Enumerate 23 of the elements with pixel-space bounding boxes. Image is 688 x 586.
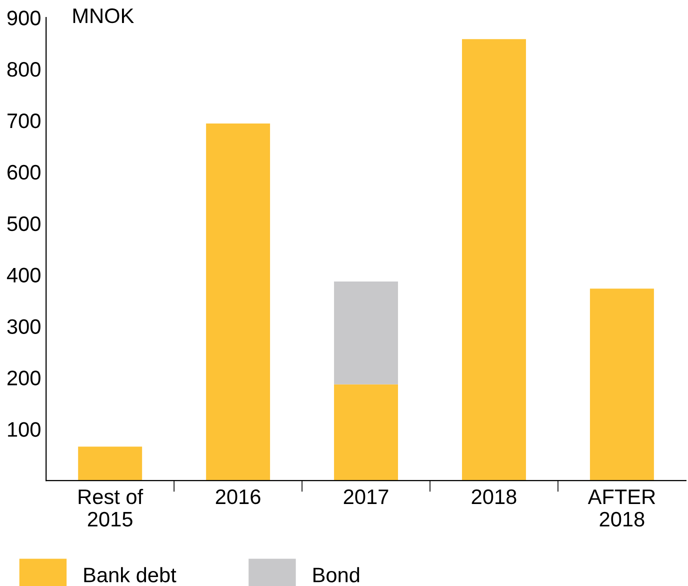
y-axis-title: MNOK [73, 8, 134, 24]
x-tick-label: 2017 [344, 489, 388, 504]
y-tick-label: 700 [8, 113, 40, 128]
y-tick-label: 400 [6, 268, 40, 283]
bar [78, 446, 142, 481]
x-tick-label: Rest of 2015 [78, 488, 144, 527]
y-tick-label: 500 [7, 216, 40, 232]
bar [334, 281, 398, 384]
x-tick-label: AFTER 2018 [588, 490, 656, 527]
y-tick-label: 100 [8, 422, 40, 437]
y-tick-label: 300 [7, 319, 40, 334]
legend-label: Bank debt [84, 567, 176, 582]
y-tick-label: 900 [7, 10, 40, 26]
bar [206, 124, 270, 481]
y-tick-label: 600 [8, 164, 40, 180]
legend-label: Bond [314, 567, 360, 582]
bar [590, 288, 654, 481]
y-tick-label: 800 [7, 62, 40, 77]
x-tick-label: 2016 [216, 489, 260, 504]
bar [462, 39, 526, 481]
bar [334, 384, 398, 481]
y-tick-label: 200 [8, 370, 40, 386]
x-tick-label: 2018 [472, 489, 516, 504]
